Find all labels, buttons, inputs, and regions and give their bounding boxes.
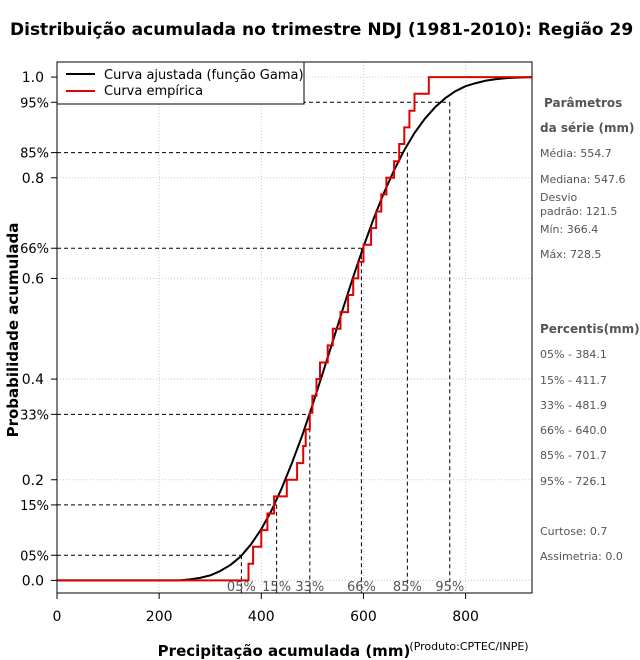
y-pct-tick-label: 66% — [20, 242, 49, 257]
percentile-x-label: 85% — [393, 580, 422, 595]
y-pct-tick-label: 95% — [20, 96, 49, 111]
params-subtitle: da série (mm) — [540, 121, 634, 135]
x-tick-label: 600 — [350, 609, 377, 625]
series-fitted-gamma — [57, 76, 533, 582]
percentile-66: 66% - 640.0 — [540, 424, 607, 437]
x-tick-label: 400 — [248, 609, 275, 625]
stat-median: Mediana: 547.6 — [540, 173, 625, 186]
y-pct-tick-label: 33% — [20, 408, 49, 423]
percentile-85: 85% - 701.7 — [540, 449, 607, 462]
percentile-x-labels: 05% 15% 33% 66% 85% 95% — [227, 580, 464, 595]
grid-lines — [56, 62, 532, 593]
x-axis-label: Precipitação acumulada (mm) — [158, 642, 411, 660]
stat-max: Máx: 728.5 — [540, 248, 601, 261]
series-empirical — [57, 76, 532, 582]
y-tick-label: 0.6 — [22, 271, 44, 287]
stat-mean: Média: 554.7 — [540, 147, 612, 160]
percentile-95: 95% - 726.1 — [540, 475, 607, 488]
percentile-x-label: 33% — [295, 580, 324, 595]
series-layer — [57, 76, 533, 582]
parameters-panel: Parâmetros da série (mm) Média: 554.7 Me… — [540, 96, 640, 563]
x-tick-label: 800 — [452, 609, 479, 625]
y-pct-tick-label: 05% — [20, 549, 49, 564]
percentile-15: 15% - 411.7 — [540, 374, 607, 387]
percentile-x-label: 15% — [262, 580, 291, 595]
percentile-05: 05% - 384.1 — [540, 348, 607, 361]
percentile-x-label: 66% — [347, 580, 376, 595]
params-title: Parâmetros — [544, 96, 622, 110]
stat-skewness: Assimetria: 0.0 — [540, 550, 623, 563]
product-credit: (Produto:CPTEC/INPE) — [409, 640, 528, 653]
percentile-x-label: 95% — [435, 580, 464, 595]
legend-box — [56, 61, 305, 105]
percentiles-title: Percentis(mm) — [540, 322, 640, 336]
y-tick-label: 1.0 — [22, 70, 44, 86]
y-pct-tick-label: 15% — [20, 499, 49, 514]
y-axis-ticks: 0.0 0.2 0.4 0.6 0.8 1.0 05% 15% 33% 66% 85% 95% — [20, 70, 57, 589]
y-pct-tick-label: 85% — [20, 147, 49, 162]
stat-stddev-label: Desvio — [540, 191, 578, 204]
percentile-33: 33% - 481.9 — [540, 399, 607, 412]
stat-kurtosis: Curtose: 0.7 — [540, 525, 607, 538]
legend-label-empirical: Curva empírica — [104, 84, 203, 99]
y-tick-label: 0.4 — [22, 372, 44, 388]
plot-frame — [56, 61, 533, 594]
x-tick-label: 200 — [146, 609, 173, 625]
y-tick-label: 0.0 — [22, 573, 44, 589]
x-axis-ticks: 0 200 400 600 800 — [53, 593, 479, 625]
y-axis-label: Probabilidade acumulada — [4, 223, 22, 438]
stat-stddev: padrão: 121.5 — [540, 205, 617, 218]
x-tick-label: 0 — [53, 609, 62, 625]
chart-title: Distribuição acumulada no trimestre NDJ … — [10, 20, 633, 40]
y-tick-label: 0.2 — [22, 473, 44, 489]
legend-label-fitted: Curva ajustada (função Gama) — [104, 68, 304, 83]
y-tick-label: 0.8 — [22, 171, 44, 187]
percentile-x-label: 05% — [227, 580, 256, 595]
legend: Curva ajustada (função Gama) Curva empír… — [56, 61, 305, 105]
stat-min: Mín: 366.4 — [540, 223, 598, 236]
